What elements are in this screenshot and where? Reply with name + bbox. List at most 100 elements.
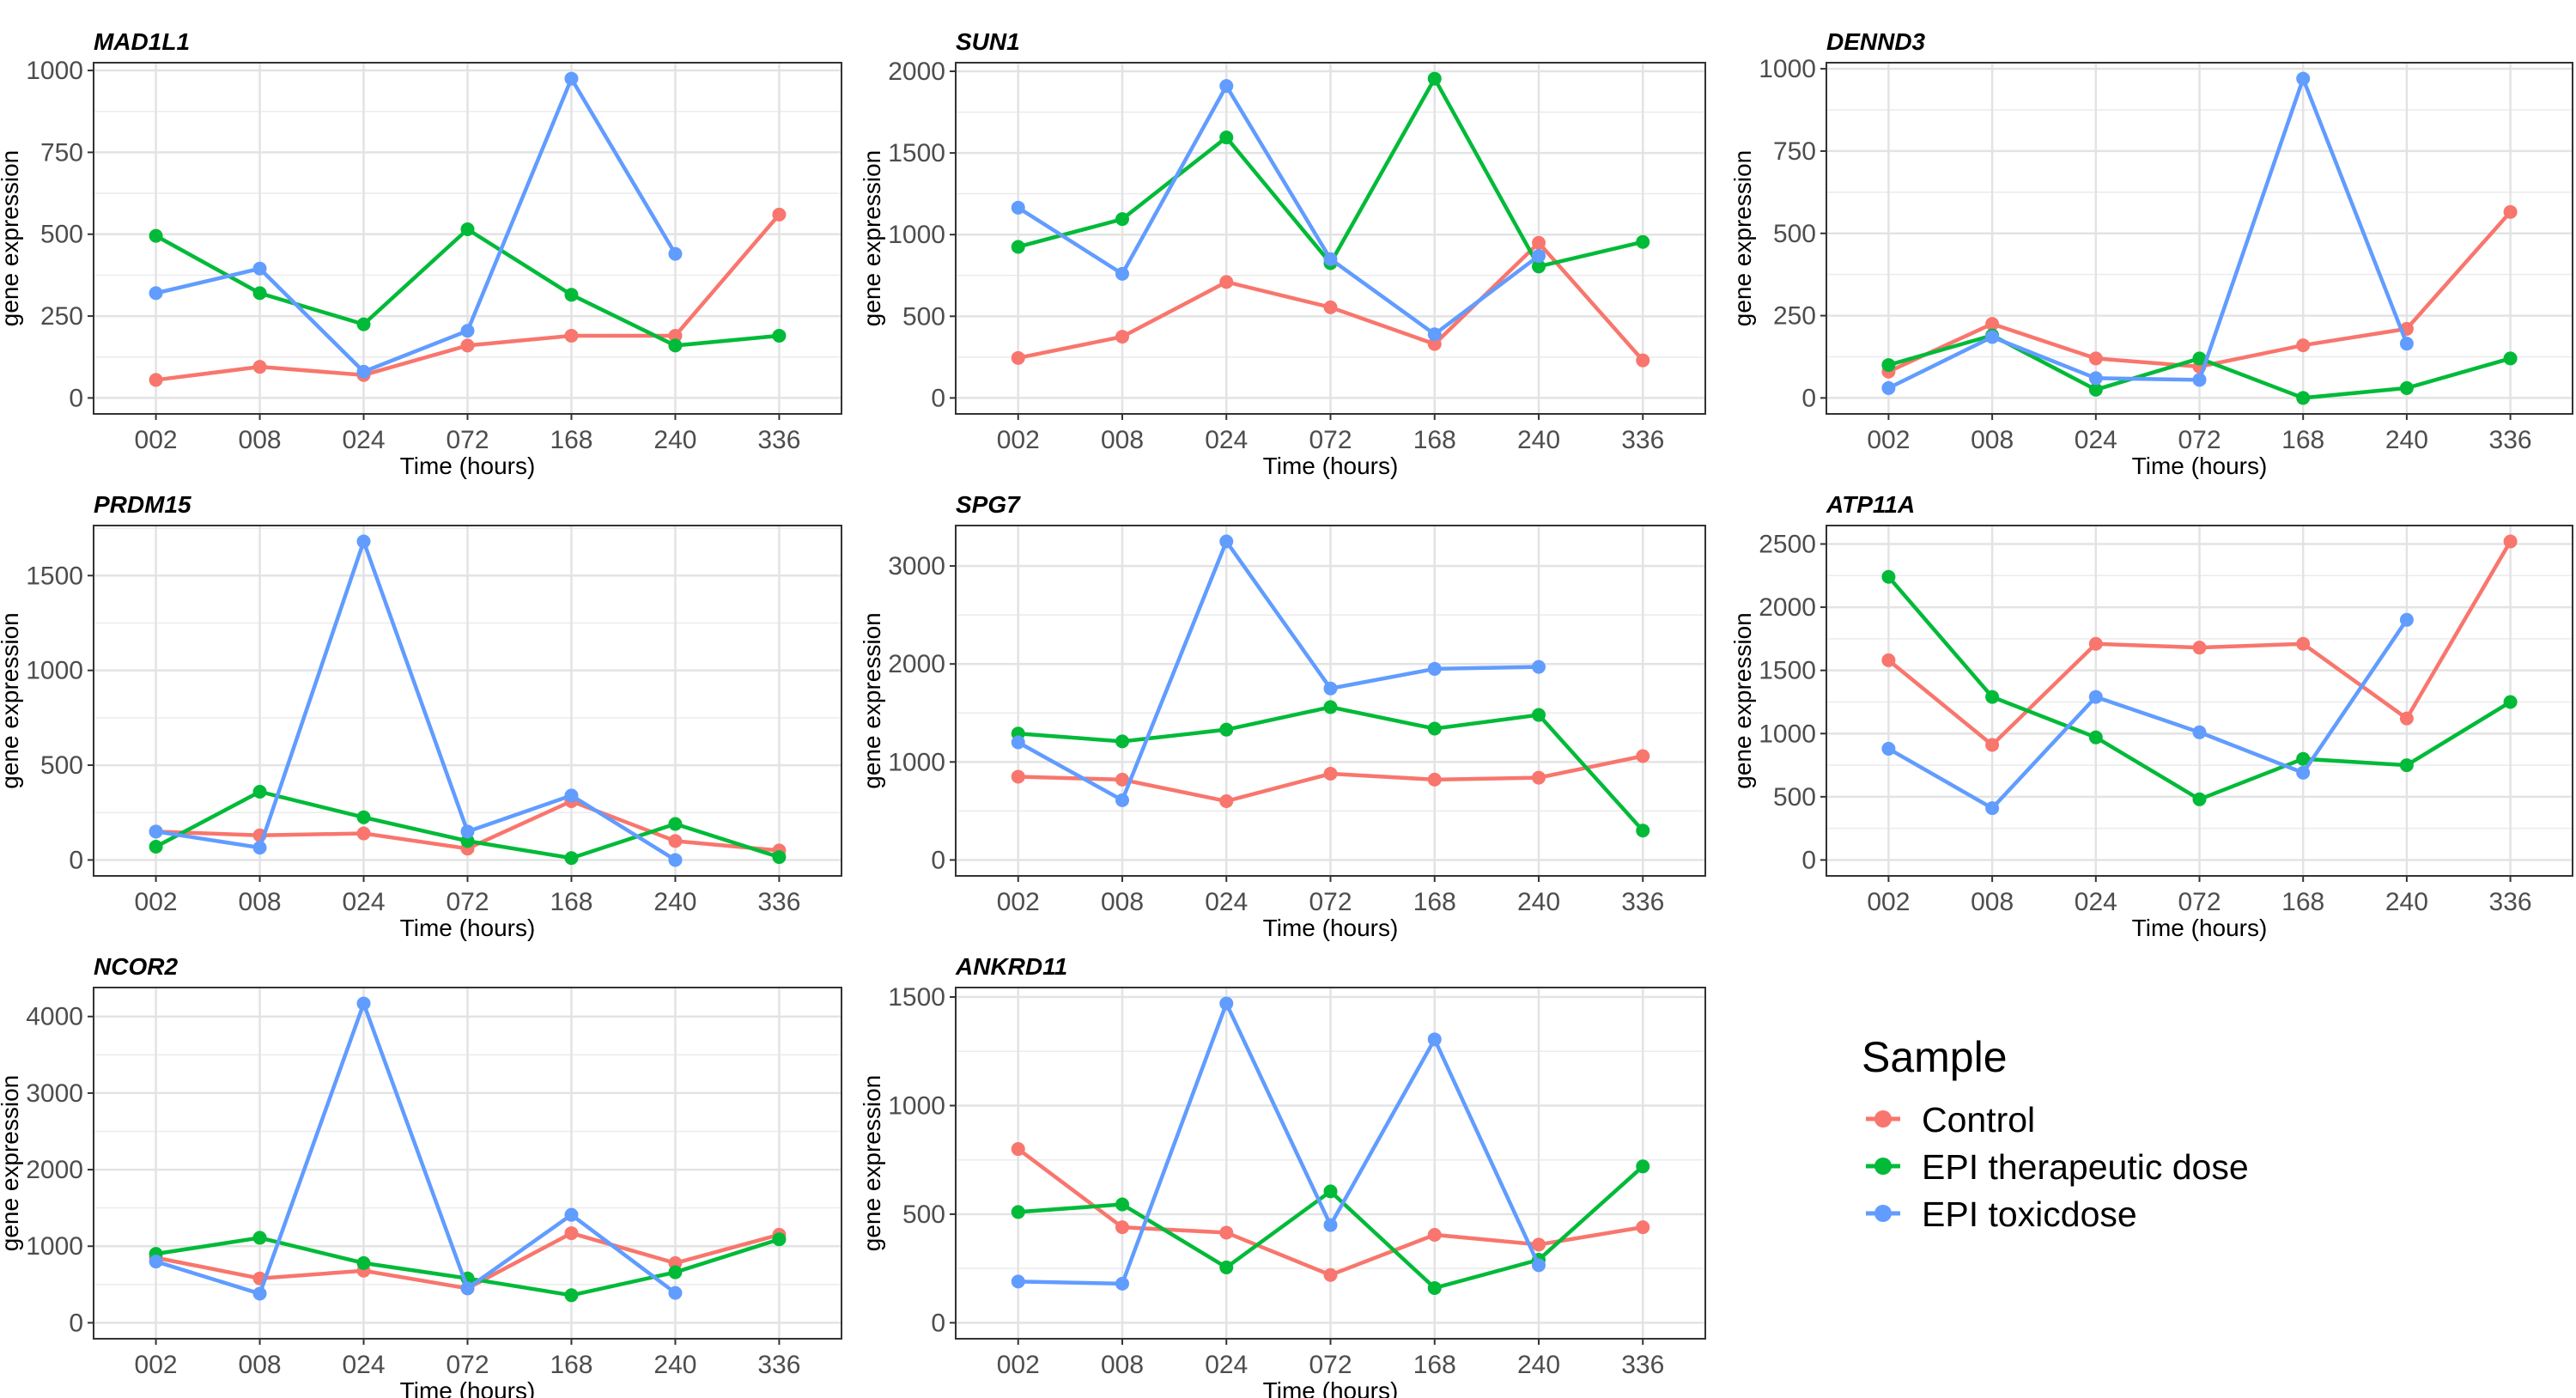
data-point-control bbox=[1427, 772, 1442, 787]
data-point-epi-toxicdose bbox=[149, 286, 163, 301]
data-point-epi-therapeutic-dose bbox=[2296, 751, 2311, 766]
y-tick-label: 2500 bbox=[1759, 530, 1816, 558]
data-point-epi-toxicdose bbox=[460, 324, 475, 338]
x-tick-label: 168 bbox=[1413, 1351, 1456, 1379]
x-tick-label: 024 bbox=[342, 1351, 385, 1379]
data-point-control bbox=[1115, 1220, 1129, 1235]
data-point-control bbox=[2192, 641, 2207, 655]
data-point-epi-toxicdose bbox=[1881, 741, 1896, 756]
x-tick-label: 168 bbox=[2281, 426, 2324, 454]
x-tick-label: 072 bbox=[2178, 426, 2221, 454]
data-point-epi-therapeutic-dose bbox=[1115, 212, 1129, 227]
panel-title: SUN1 bbox=[956, 28, 1020, 55]
data-point-epi-toxicdose bbox=[1427, 1032, 1442, 1047]
data-point-control bbox=[2088, 351, 2103, 366]
data-point-epi-toxicdose bbox=[252, 841, 267, 855]
x-tick-label: 072 bbox=[1309, 1351, 1352, 1379]
data-point-epi-toxicdose bbox=[1011, 735, 1025, 750]
series-line-epi-toxicdose bbox=[1887, 618, 2409, 811]
x-tick-label: 168 bbox=[1413, 888, 1456, 916]
data-point-epi-therapeutic-dose bbox=[252, 1231, 267, 1245]
x-tick-label: 168 bbox=[550, 888, 592, 916]
legend-key-point bbox=[1874, 1158, 1892, 1175]
data-point-epi-therapeutic-dose bbox=[252, 286, 267, 301]
data-point-epi-toxicdose bbox=[149, 824, 163, 839]
data-point-epi-toxicdose bbox=[564, 1207, 579, 1222]
data-point-epi-toxicdose bbox=[1115, 1276, 1129, 1291]
y-tick-label: 2000 bbox=[888, 650, 945, 678]
y-axis-title: gene expression bbox=[1729, 612, 1756, 788]
y-tick-label: 3000 bbox=[888, 552, 945, 580]
data-point-epi-toxicdose bbox=[564, 71, 579, 86]
x-tick-label: 024 bbox=[342, 426, 385, 454]
y-axis-title: gene expression bbox=[0, 1075, 23, 1251]
data-point-epi-therapeutic-dose bbox=[564, 851, 579, 866]
x-tick-label: 072 bbox=[446, 888, 489, 916]
data-point-epi-toxicdose bbox=[668, 246, 683, 261]
x-tick-label: 002 bbox=[1867, 888, 1910, 916]
legend-label: EPI toxicdose bbox=[1922, 1194, 2137, 1234]
data-point-control bbox=[1985, 317, 2000, 331]
x-axis-title: Time (hours) bbox=[400, 1377, 536, 1398]
y-tick-label: 750 bbox=[40, 138, 83, 167]
data-point-control bbox=[1985, 738, 2000, 752]
data-point-epi-therapeutic-dose bbox=[2296, 391, 2311, 405]
legend-key-point bbox=[1874, 1205, 1892, 1222]
y-tick-label: 1500 bbox=[1759, 657, 1816, 685]
series-line-epi-toxicdose bbox=[155, 997, 677, 1297]
x-tick-label: 008 bbox=[1101, 888, 1144, 916]
data-point-epi-therapeutic-dose bbox=[772, 328, 787, 343]
x-tick-label: 240 bbox=[653, 888, 696, 916]
data-point-control bbox=[564, 1226, 579, 1241]
data-point-control bbox=[1427, 1227, 1442, 1242]
x-tick-label: 002 bbox=[997, 888, 1040, 916]
panel-border bbox=[1826, 62, 2573, 415]
data-point-control bbox=[1323, 767, 1338, 781]
data-point-epi-toxicdose bbox=[2088, 690, 2103, 704]
x-tick-label: 024 bbox=[2075, 888, 2117, 916]
data-point-epi-toxicdose bbox=[1219, 996, 1234, 1011]
data-point-epi-therapeutic-dose bbox=[1323, 1184, 1338, 1199]
y-tick-label: 3000 bbox=[26, 1079, 83, 1108]
data-point-control bbox=[2399, 711, 2414, 726]
data-point-epi-therapeutic-dose bbox=[2399, 758, 2414, 773]
x-tick-label: 168 bbox=[2281, 888, 2324, 916]
x-tick-label: 008 bbox=[239, 888, 282, 916]
series-line-epi-toxicdose bbox=[1018, 998, 1541, 1286]
x-tick-label: 002 bbox=[997, 426, 1040, 454]
y-tick-label: 1000 bbox=[1759, 720, 1816, 748]
data-point-control bbox=[1427, 337, 1442, 351]
legend-title: Sample bbox=[1862, 1033, 2008, 1081]
x-tick-label: 240 bbox=[2385, 426, 2428, 454]
x-tick-label: 240 bbox=[653, 426, 696, 454]
data-point-epi-therapeutic-dose bbox=[1427, 71, 1442, 86]
panel-title: SPG7 bbox=[956, 491, 1021, 518]
data-point-epi-therapeutic-dose bbox=[356, 1255, 371, 1270]
data-point-epi-toxicdose bbox=[1115, 266, 1129, 281]
panel-title: ANKRD11 bbox=[955, 953, 1067, 980]
x-tick-label: 168 bbox=[1413, 426, 1456, 454]
x-tick-label: 002 bbox=[135, 426, 178, 454]
x-tick-label: 024 bbox=[1205, 888, 1248, 916]
y-tick-label: 500 bbox=[40, 751, 83, 780]
data-point-epi-toxicdose bbox=[1011, 200, 1025, 215]
data-point-control bbox=[1532, 770, 1546, 785]
data-point-epi-therapeutic-dose bbox=[460, 834, 475, 848]
data-point-epi-toxicdose bbox=[1985, 801, 2000, 816]
y-tick-label: 1500 bbox=[888, 139, 945, 167]
panel-prdm15: 0 500 1000 1500 002 008 024 072 168 240 336 PRDM15 T… bbox=[0, 491, 842, 941]
data-point-control bbox=[2503, 204, 2518, 219]
data-point-epi-toxicdose bbox=[1427, 327, 1442, 342]
y-tick-label: 1000 bbox=[1759, 55, 1816, 83]
data-point-control bbox=[1636, 353, 1650, 368]
data-point-epi-toxicdose bbox=[1427, 661, 1442, 676]
data-point-control bbox=[460, 338, 475, 353]
panel-border bbox=[93, 62, 842, 415]
x-tick-label: 240 bbox=[1517, 426, 1560, 454]
data-point-epi-therapeutic-dose bbox=[1219, 722, 1234, 737]
y-tick-label: 1500 bbox=[26, 562, 83, 590]
data-point-control bbox=[1219, 793, 1234, 808]
panel-title: ATP11A bbox=[1826, 491, 1915, 518]
series-line-epi-toxicdose bbox=[1017, 537, 1540, 804]
